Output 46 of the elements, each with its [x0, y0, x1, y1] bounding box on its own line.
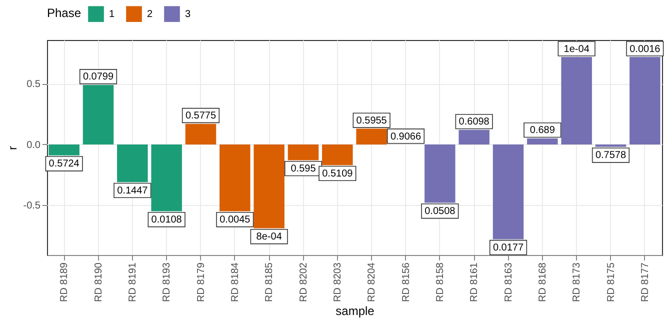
annotation: 0.0045: [220, 214, 251, 226]
annotation: 0.595: [290, 163, 316, 174]
annotation: 0.5109: [322, 168, 354, 180]
annotation: 1e-04: [564, 44, 590, 55]
y-tick-label: 0.5: [26, 79, 41, 90]
legend-title: Phase: [47, 6, 82, 20]
annotation: 0.689: [530, 125, 556, 136]
annotation: 0.5775: [185, 110, 216, 122]
x-tick-label: RD 8163: [503, 262, 514, 302]
annotation: 0.1447: [117, 185, 148, 196]
x-tick-label: RD 8190: [93, 262, 104, 302]
annotation: 0.5955: [356, 115, 388, 126]
x-tick-label: RD 8204: [366, 262, 378, 302]
y-tick-label: -0.5: [23, 200, 41, 212]
x-tick-label: RD 8202: [298, 262, 310, 302]
y-axis-title: r: [5, 146, 20, 150]
x-tick-label: RD 8173: [572, 262, 583, 302]
x-tick-label: RD 8179: [196, 262, 207, 302]
y-tick-label: 0.0: [26, 140, 41, 151]
legend-label: 1: [109, 9, 115, 20]
x-tick-label: RD 8168: [537, 262, 548, 302]
annotation: 8e-04: [256, 231, 282, 242]
x-axis-title: sample: [336, 304, 375, 318]
annotation: 0.0508: [424, 206, 456, 217]
annotation: 0.0016: [630, 44, 661, 55]
x-tick-label: RD 8177: [640, 262, 651, 302]
legend-label: 3: [185, 9, 191, 20]
x-tick-label: RD 8175: [606, 262, 617, 302]
legend-label: 2: [147, 9, 153, 20]
x-tick-label: RD 8161: [469, 262, 480, 302]
x-tick-label: RD 8185: [264, 262, 276, 302]
annotation: 0.6098: [458, 116, 490, 128]
annotation: 0.5724: [48, 158, 80, 170]
annotation: 0.0108: [151, 214, 182, 226]
annotation: 0.0799: [82, 72, 114, 83]
x-tick-label: RD 8203: [332, 262, 344, 302]
x-tick-label: RD 8189: [59, 262, 70, 302]
annotation: 0.9066: [390, 131, 422, 142]
annotation: 0.0177: [492, 242, 524, 254]
x-tick-label: RD 8193: [162, 262, 173, 302]
bar: [595, 144, 626, 147]
x-tick-label: RD 8184: [230, 262, 241, 302]
x-tick-label: RD 8156: [400, 262, 412, 302]
x-tick-label: RD 8158: [434, 262, 446, 302]
x-tick-label: RD 8191: [127, 262, 138, 302]
annotation: 0.7578: [595, 150, 626, 162]
